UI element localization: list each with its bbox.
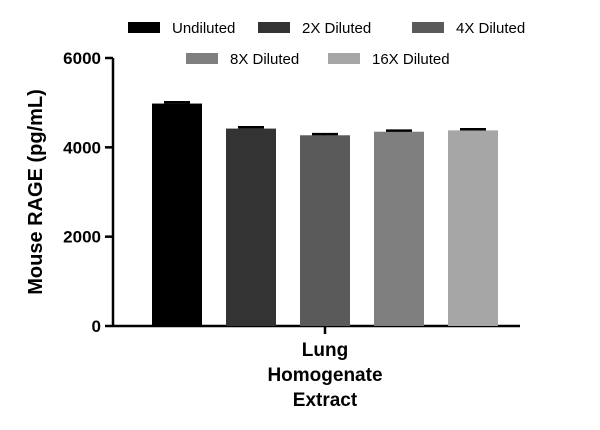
legend-swatch	[186, 53, 218, 64]
y-tick-label: 6000	[63, 49, 101, 68]
legend-label: 4X Diluted	[456, 20, 525, 37]
bar	[374, 131, 424, 326]
legend-item: 2X Diluted	[258, 20, 371, 37]
legend-item: 4X Diluted	[412, 20, 525, 37]
legend: Undiluted 2X Diluted 4X Diluted 8X Diluted 1…	[128, 20, 525, 68]
legend-item: Undiluted	[128, 20, 235, 37]
bar	[300, 135, 350, 326]
legend-item: 8X Diluted	[186, 51, 299, 68]
y-tick-label: 0	[92, 317, 101, 336]
legend-swatch	[258, 22, 290, 33]
category-label-line: Homogenate	[267, 365, 382, 386]
legend-label: 8X Diluted	[230, 51, 299, 68]
category-label-line: Lung	[302, 340, 348, 361]
legend-swatch	[328, 53, 360, 64]
x-axis	[113, 324, 520, 334]
bar	[152, 103, 202, 326]
y-axis-title: Mouse RAGE (pg/mL)	[25, 89, 47, 295]
category-label-line: Extract	[293, 390, 358, 411]
legend-swatch	[128, 22, 160, 33]
legend-item: 16X Diluted	[328, 51, 450, 68]
y-axis: 0 2000 4000 6000	[63, 49, 115, 336]
bar	[226, 128, 276, 326]
legend-swatch	[412, 22, 444, 33]
bar	[448, 130, 498, 326]
y-tick-label: 2000	[63, 228, 101, 247]
legend-label: 2X Diluted	[302, 20, 371, 37]
legend-label: Undiluted	[172, 20, 235, 37]
legend-label: 16X Diluted	[372, 51, 450, 68]
category-label: Lung Homogenate Extract	[267, 340, 382, 411]
bars	[152, 100, 498, 326]
y-tick-label: 4000	[63, 138, 101, 157]
